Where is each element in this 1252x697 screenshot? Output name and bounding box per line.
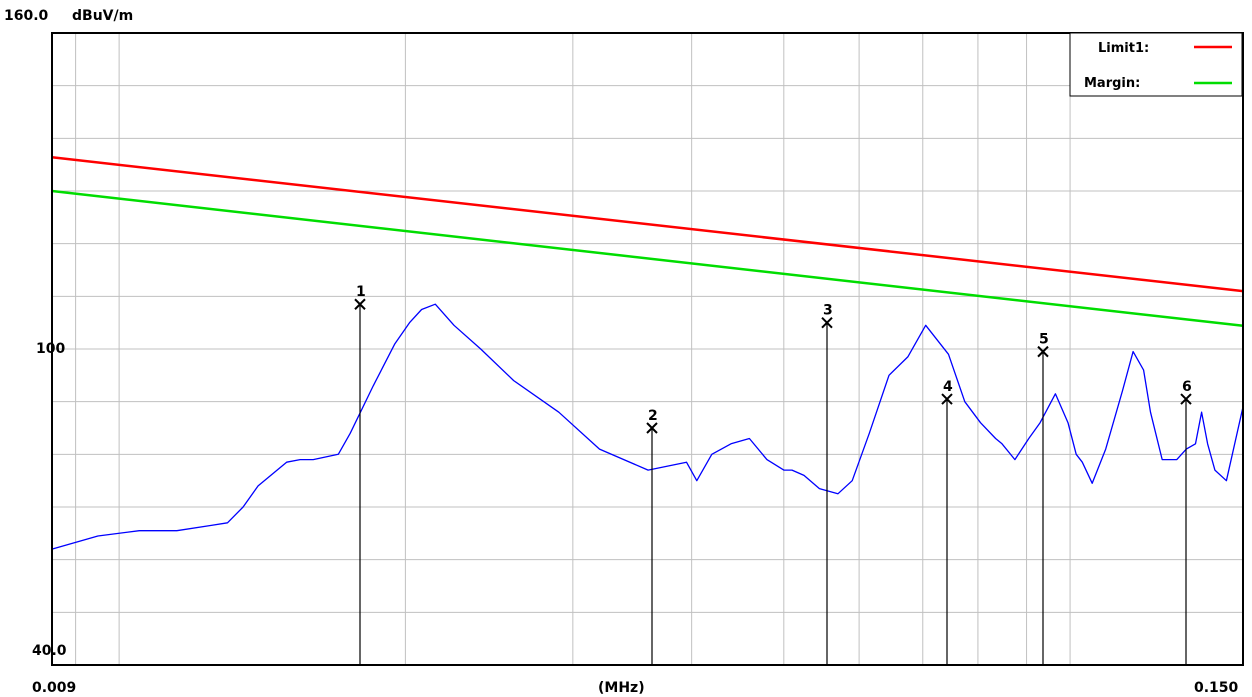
x-tick-label-end: 0.150 — [1194, 680, 1239, 696]
marker-4-cross — [941, 393, 953, 405]
measurement-trace — [51, 303, 1244, 550]
x-axis-unit-label: (MHz) — [598, 680, 645, 696]
marker-4-label: 4 — [943, 379, 953, 395]
y-tick-label-100: 100 — [36, 341, 65, 357]
marker-3-label: 3 — [823, 303, 833, 319]
marker-layer: 1 2 3 4 5 6 — [354, 284, 1192, 665]
y-unit-label: dBuV/m — [72, 8, 133, 24]
legend-label-limit1: Limit1: — [1098, 41, 1149, 56]
grid — [52, 33, 1243, 665]
marker-3-cross — [821, 316, 833, 329]
marker-6-cross — [1180, 393, 1192, 405]
marker-1-label: 1 — [356, 284, 366, 300]
limit1-line — [51, 156, 1244, 293]
marker-5-cross — [1037, 345, 1049, 358]
marker-1-cross — [354, 298, 366, 310]
y-tick-label-40: 40.0 — [32, 643, 67, 659]
plot-frame — [51, 32, 1244, 666]
margin-line — [51, 189, 1244, 328]
legend-label-margin: Margin: — [1084, 76, 1140, 91]
x-tick-label-start: 0.009 — [32, 680, 76, 696]
marker-2-cross — [646, 422, 658, 434]
series-layer — [51, 156, 1244, 550]
marker-2-label: 2 — [648, 408, 658, 424]
legend: Limit1: Margin: — [1069, 32, 1243, 97]
marker-5-label: 5 — [1039, 332, 1049, 348]
y-top-label: 160.0 — [4, 8, 49, 24]
marker-6-label: 6 — [1182, 379, 1192, 395]
